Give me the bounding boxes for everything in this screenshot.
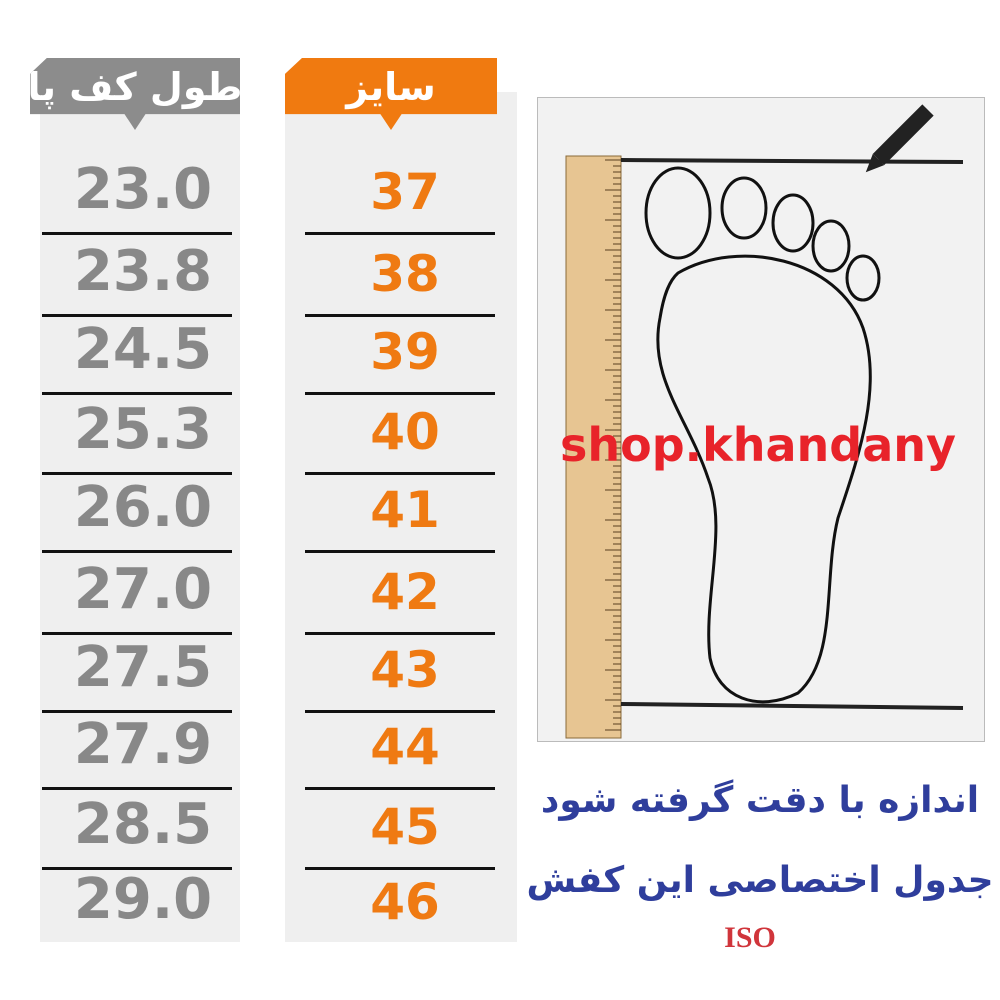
foot-length-cell: 27.5 (73, 635, 213, 700)
pencil-icon (865, 104, 934, 173)
foot-length-cell: 27.0 (73, 557, 213, 622)
row-divider (42, 472, 232, 475)
size-cell: 38 (370, 245, 440, 303)
row-divider (42, 392, 232, 395)
row-divider (305, 550, 495, 553)
top-line (620, 158, 964, 164)
foot-length-cell: 23.8 (73, 239, 213, 304)
size-cell: 40 (370, 403, 440, 461)
iso-label: ISO (724, 921, 776, 954)
foot-outline-icon (644, 166, 881, 704)
size-cell: 43 (370, 641, 440, 699)
size-cell: 45 (370, 798, 440, 856)
row-divider (305, 867, 495, 870)
size-cell: 44 (370, 718, 440, 776)
foot-length-cell: 25.3 (73, 397, 213, 462)
size-cell: 46 (370, 873, 440, 931)
row-divider (42, 787, 232, 790)
row-divider (42, 232, 232, 235)
row-divider (305, 710, 495, 713)
ruler-icon (565, 155, 622, 739)
table-note: جدول اختصاصی این کفش (526, 860, 994, 901)
row-divider (305, 472, 495, 475)
foot-length-cell: 23.0 (73, 157, 213, 222)
foot-ruler-drawing (565, 104, 964, 739)
size-cell: 39 (370, 323, 440, 381)
foot-length-cell: 29.0 (73, 867, 213, 932)
row-divider (305, 314, 495, 317)
foot-length-cell: 28.5 (73, 792, 213, 857)
foot-length-cell: 24.5 (73, 317, 213, 382)
row-divider (305, 232, 495, 235)
foot-length-cell: 27.9 (73, 712, 213, 777)
size-cell: 37 (370, 163, 440, 221)
row-divider (305, 392, 495, 395)
row-divider (42, 550, 232, 553)
bottom-line (620, 702, 964, 710)
watermark: shop.khandany (560, 418, 956, 472)
row-divider (42, 867, 232, 870)
row-divider (305, 632, 495, 635)
row-divider (42, 632, 232, 635)
foot-measure-illustration (537, 97, 985, 742)
row-divider (42, 314, 232, 317)
foot-length-cell: 26.0 (73, 475, 213, 540)
size-cell: 42 (370, 563, 440, 621)
row-divider (305, 787, 495, 790)
measure-note: اندازه با دقت گرفته شود (540, 780, 980, 821)
row-divider (42, 710, 232, 713)
size-cell: 41 (370, 481, 440, 539)
